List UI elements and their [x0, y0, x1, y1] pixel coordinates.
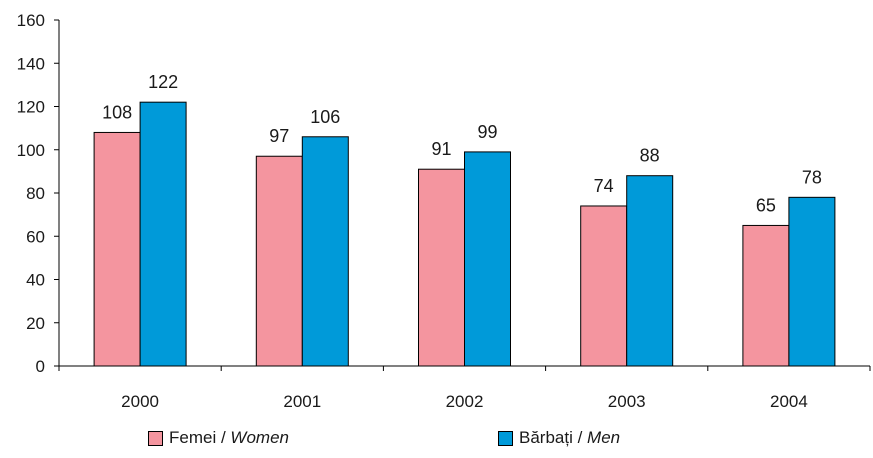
legend-swatch-women [148, 430, 163, 446]
data-label: 91 [431, 139, 451, 159]
legend-label-women: Femei / Women [169, 428, 289, 447]
data-label: 108 [102, 102, 132, 122]
data-label: 88 [640, 146, 660, 166]
y-tick-label: 40 [26, 271, 45, 290]
legend-item-men: Bărbați / Men [498, 428, 620, 448]
y-tick-label: 100 [17, 141, 45, 160]
data-label: 106 [310, 107, 340, 127]
bar-men-2002 [464, 151, 511, 367]
data-label: 97 [269, 126, 289, 146]
data-label: 78 [802, 167, 822, 187]
x-tick-label: 2001 [283, 392, 321, 411]
x-tick-label: 2000 [121, 392, 159, 411]
y-tick-label: 0 [36, 357, 45, 376]
bar-women-2002 [418, 168, 465, 367]
bar-men-2001 [301, 136, 349, 367]
bar-men-2004 [788, 196, 836, 367]
data-label: 122 [148, 72, 178, 92]
y-tick-label: 20 [26, 314, 45, 333]
legend-swatch-men [498, 430, 513, 446]
y-tick-label: 160 [17, 11, 45, 30]
bar-men-2003 [626, 175, 674, 367]
y-tick-label: 140 [17, 54, 45, 73]
y-tick-label: 80 [26, 184, 45, 203]
y-tick-label: 120 [17, 98, 45, 117]
x-tick-label: 2002 [446, 392, 484, 411]
x-tick-label: 2003 [608, 392, 646, 411]
y-tick-label: 60 [26, 227, 45, 246]
legend-label-men: Bărbați / Men [519, 428, 621, 447]
bar-women-2001 [255, 155, 303, 367]
x-tick-label: 2004 [770, 392, 808, 411]
data-label: 74 [594, 176, 614, 196]
data-label: 65 [756, 195, 776, 215]
legend-item-women: Femei / Women [148, 428, 289, 448]
bar-men-2000 [139, 101, 187, 367]
bar-women-2004 [742, 224, 790, 367]
data-label: 99 [477, 122, 497, 142]
bar-women-2000 [93, 131, 141, 367]
bar-women-2003 [580, 205, 628, 367]
